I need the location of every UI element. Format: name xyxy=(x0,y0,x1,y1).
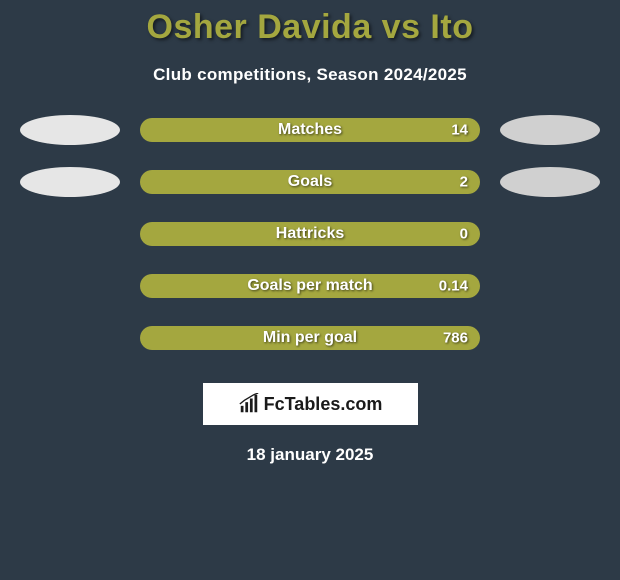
chart-icon xyxy=(238,393,260,415)
stat-bar: Matches 14 xyxy=(140,118,480,142)
player-right-marker xyxy=(500,167,600,197)
player-left-marker xyxy=(20,115,120,145)
stat-label: Goals xyxy=(288,173,332,191)
stat-bar: Goals per match 0.14 xyxy=(140,274,480,298)
stat-bar: Min per goal 786 xyxy=(140,326,480,350)
stat-value: 786 xyxy=(443,330,468,347)
page-title: Osher Davida vs Ito xyxy=(0,8,620,47)
date-label: 18 january 2025 xyxy=(0,445,620,465)
stat-bar: Hattricks 0 xyxy=(140,222,480,246)
brand-badge[interactable]: FcTables.com xyxy=(203,383,418,425)
stat-value: 0.14 xyxy=(439,278,468,295)
stat-row: Goals per match 0.14 xyxy=(10,271,610,301)
stat-label: Matches xyxy=(278,121,342,139)
stat-rows: Matches 14 Goals 2 Hattricks 0 Goals per match… xyxy=(0,115,620,353)
stat-label: Min per goal xyxy=(263,329,357,347)
stat-label: Hattricks xyxy=(276,225,344,243)
stat-value: 2 xyxy=(460,174,468,191)
player-left-marker xyxy=(20,167,120,197)
comparison-card: Osher Davida vs Ito Club competitions, S… xyxy=(0,0,620,465)
subtitle: Club competitions, Season 2024/2025 xyxy=(0,65,620,85)
stat-label: Goals per match xyxy=(247,277,372,295)
stat-row: Matches 14 xyxy=(10,115,610,145)
stat-value: 14 xyxy=(451,122,468,139)
player-right-marker xyxy=(500,115,600,145)
stat-bar: Goals 2 xyxy=(140,170,480,194)
stat-row: Goals 2 xyxy=(10,167,610,197)
stat-row: Min per goal 786 xyxy=(10,323,610,353)
stat-value: 0 xyxy=(460,226,468,243)
stat-row: Hattricks 0 xyxy=(10,219,610,249)
brand-text: FcTables.com xyxy=(264,394,383,415)
